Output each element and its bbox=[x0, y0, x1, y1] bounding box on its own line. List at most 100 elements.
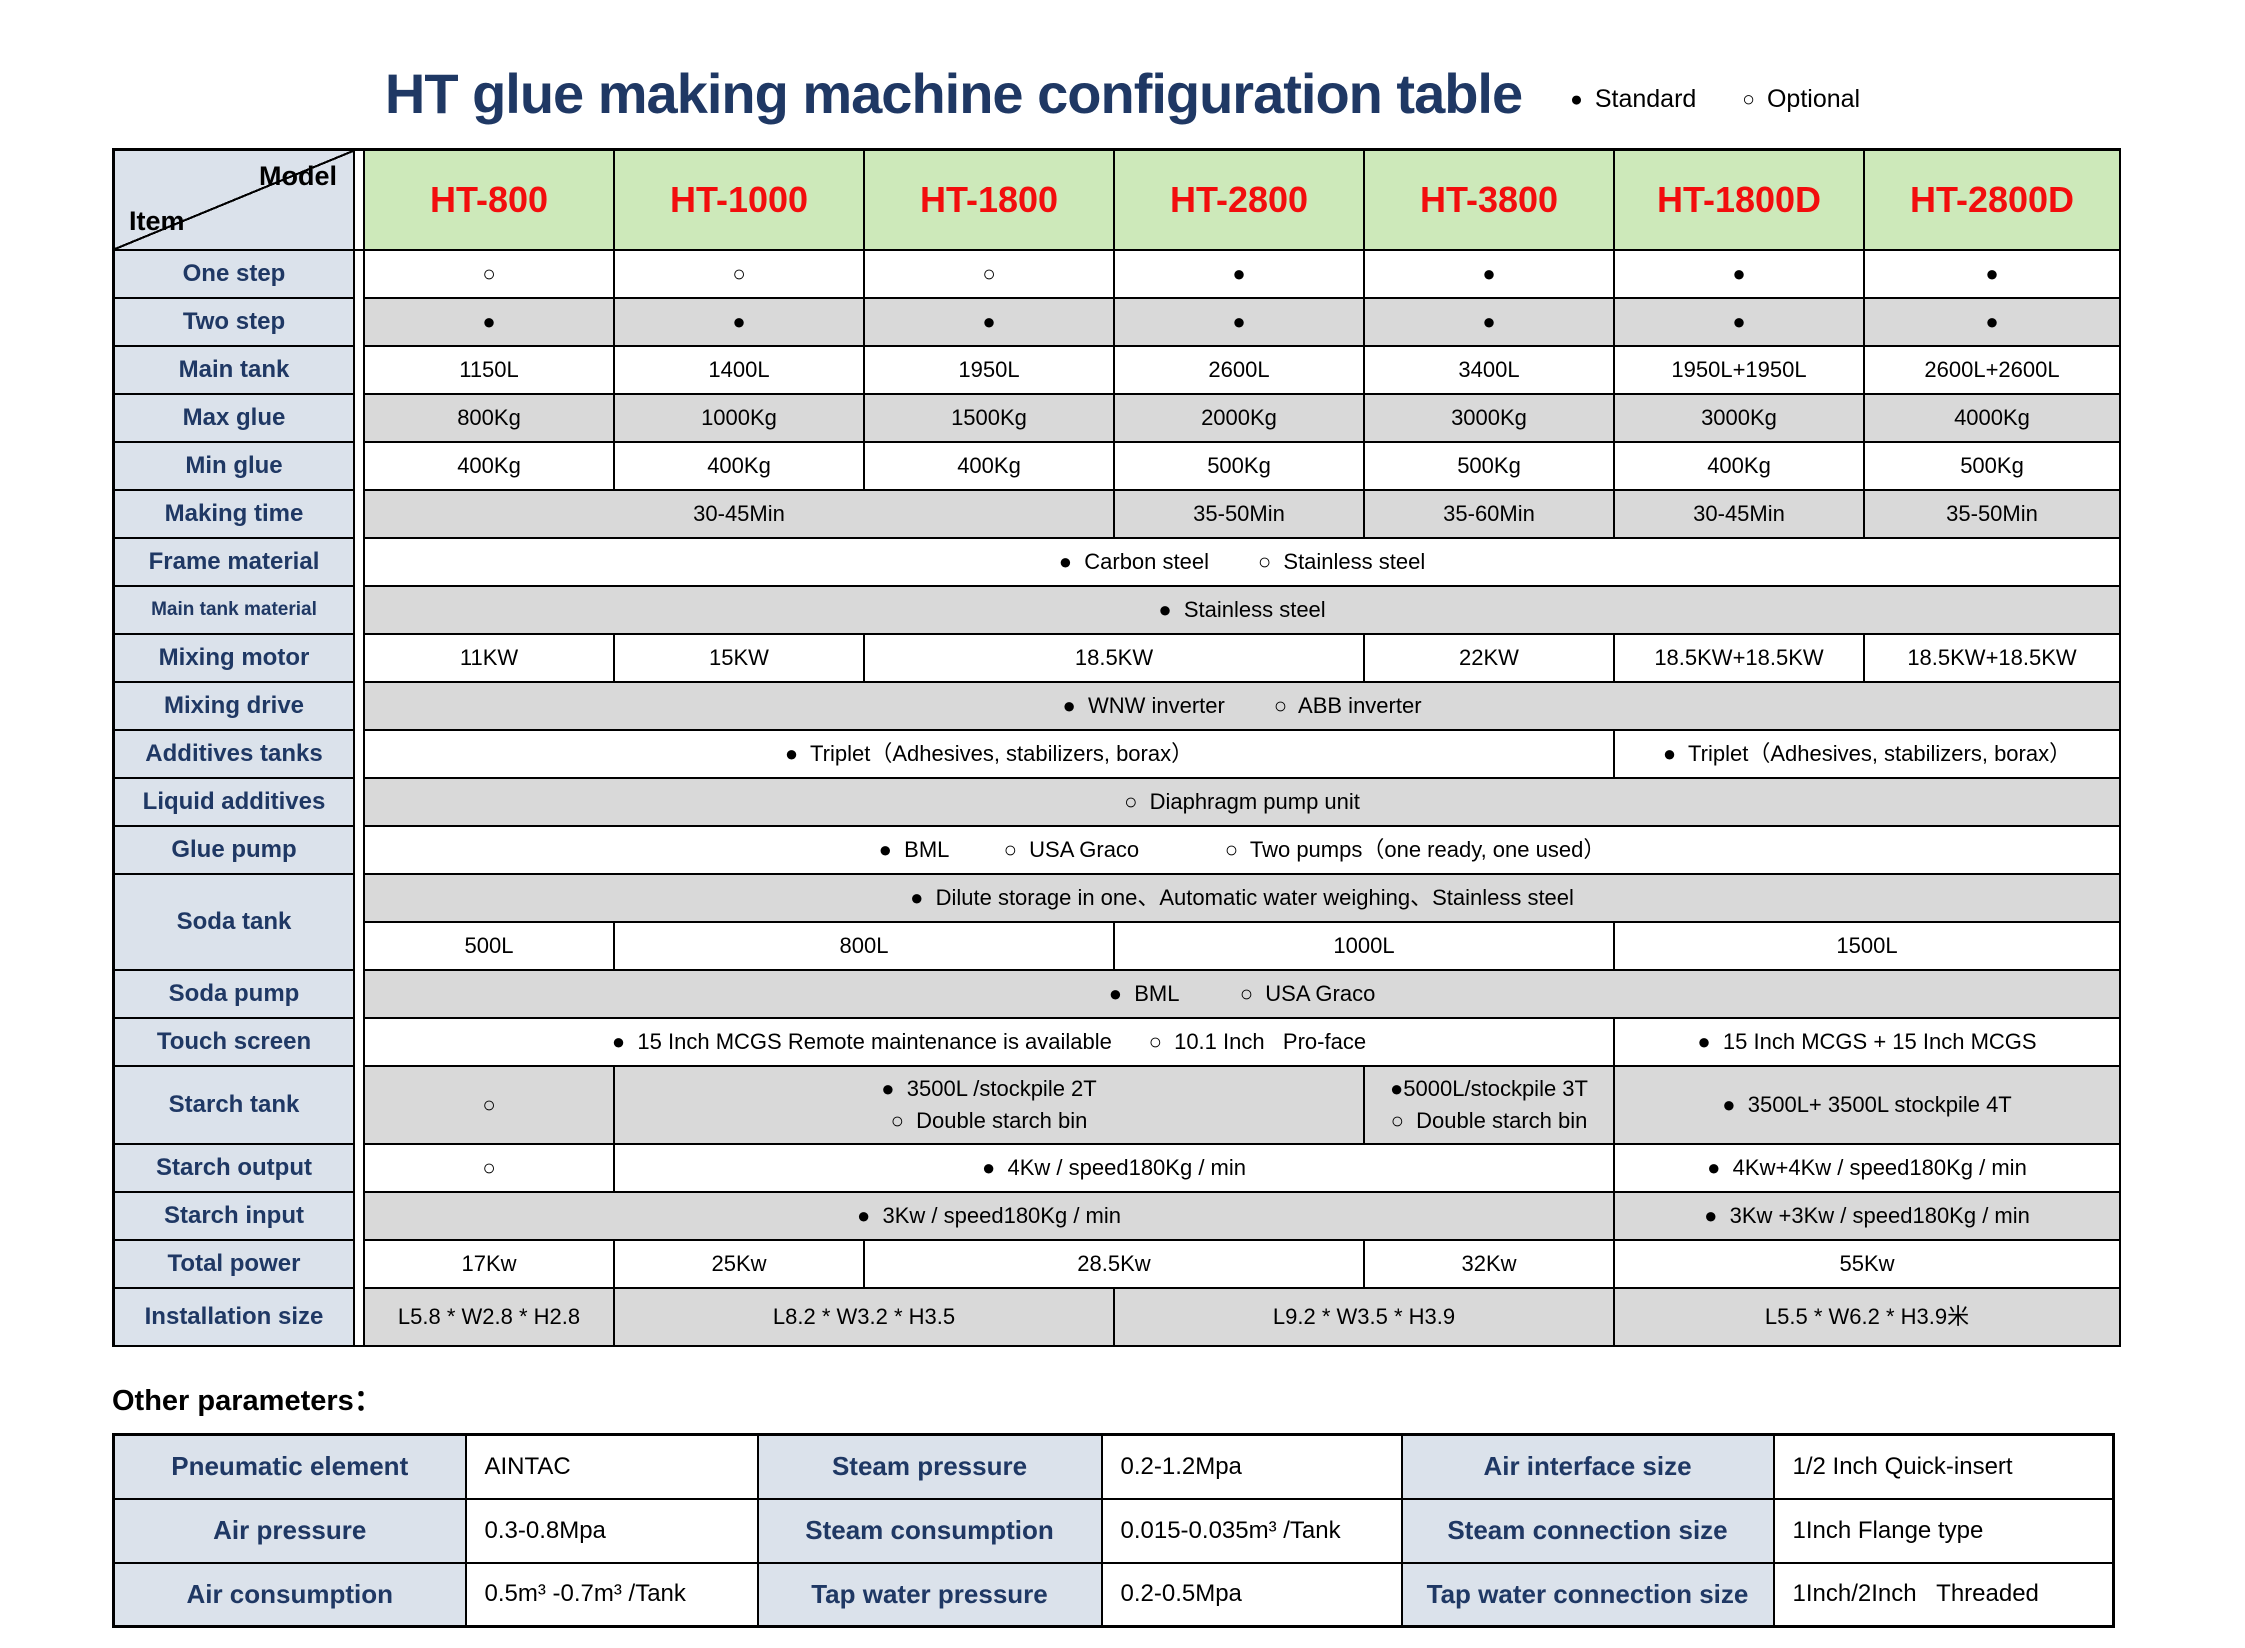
row-label-starch-tank: Starch tank bbox=[115, 1067, 355, 1145]
cell-two-step-1: ● bbox=[615, 299, 865, 347]
cell-min-glue-1: 400Kg bbox=[615, 443, 865, 491]
model-header-ht-1000: HT-1000 bbox=[615, 151, 865, 251]
cell-soda-tank-sizes-3: 1500L bbox=[1615, 923, 2121, 971]
cell-main-tank-3: 2600L bbox=[1115, 347, 1365, 395]
cell-main-tank-6: 2600L+2600L bbox=[1865, 347, 2121, 395]
cell-starch-tank-2: ●5000L/stockpile 3T ○ Double starch bin bbox=[1365, 1067, 1615, 1145]
cell-starch-output-1: ● 4Kw / speed180Kg / min bbox=[615, 1145, 1615, 1193]
cell-additives-tanks-0: ● Triplet（Adhesives, stabilizers, borax） bbox=[365, 731, 1615, 779]
param-label-steam-connection-size: Steam connection size bbox=[1400, 1497, 1775, 1564]
cell-one-step-2: ○ bbox=[865, 251, 1115, 299]
cell-installation-size-2: L9.2 * W3.5 * H3.9 bbox=[1115, 1289, 1615, 1347]
row-main-tank: Main tank 1150L 1400L 1950L 2600L 3400L 1950L+… bbox=[115, 347, 2121, 395]
param-label-air-pressure: Air pressure bbox=[112, 1497, 467, 1564]
cell-one-step-0: ○ bbox=[365, 251, 615, 299]
param-label-steam-pressure: Steam pressure bbox=[756, 1433, 1103, 1500]
cell-two-step-4: ● bbox=[1365, 299, 1615, 347]
cell-two-step-3: ● bbox=[1115, 299, 1365, 347]
cell-installation-size-0: L5.8 * W2.8 * H2.8 bbox=[365, 1289, 615, 1347]
gutter bbox=[355, 443, 365, 491]
row-label-min-glue: Min glue bbox=[115, 443, 355, 491]
row-total-power: Total power 17Kw 25Kw 28.5Kw 32Kw 55Kw bbox=[115, 1241, 2121, 1289]
cell-min-glue-2: 400Kg bbox=[865, 443, 1115, 491]
row-label-making-time: Making time bbox=[115, 491, 355, 539]
cell-mixing-motor-3: 22KW bbox=[1365, 635, 1615, 683]
cell-mixing-motor-4: 18.5KW+18.5KW bbox=[1615, 635, 1865, 683]
param-value-air-consumption: 0.5m³ -0.7m³ /Tank bbox=[464, 1561, 759, 1628]
gutter bbox=[355, 1067, 365, 1145]
row-label-glue-pump: Glue pump bbox=[115, 827, 355, 875]
cell-installation-size-1: L8.2 * W3.2 * H3.5 bbox=[615, 1289, 1115, 1347]
legend-standard: ● Standard bbox=[1570, 85, 1696, 114]
gutter bbox=[355, 971, 365, 1019]
row-label-total-power: Total power bbox=[115, 1241, 355, 1289]
param-value-steam-pressure: 0.2-1.2Mpa bbox=[1100, 1433, 1403, 1500]
cell-total-power-1: 25Kw bbox=[615, 1241, 865, 1289]
cell-installation-size-3: L5.5 * W6.2 * H3.9米 bbox=[1615, 1289, 2121, 1347]
cell-making-time-1: 35-50Min bbox=[1115, 491, 1365, 539]
cell-mixing-motor-2: 18.5KW bbox=[865, 635, 1365, 683]
gutter bbox=[355, 1241, 365, 1289]
gutter bbox=[355, 1289, 365, 1347]
row-label-one-step: One step bbox=[115, 251, 355, 299]
cell-making-time-4: 35-50Min bbox=[1865, 491, 2121, 539]
cell-mixing-motor-5: 18.5KW+18.5KW bbox=[1865, 635, 2121, 683]
row-label-main-tank-material: Main tank material bbox=[115, 587, 355, 635]
legend-optional-label: Optional bbox=[1766, 85, 1861, 113]
row-label-mixing-motor: Mixing motor bbox=[115, 635, 355, 683]
cell-two-step-2: ● bbox=[865, 299, 1115, 347]
row-label-main-tank: Main tank bbox=[115, 347, 355, 395]
cell-liquid-additives-0: ○ Diaphragm pump unit bbox=[365, 779, 2121, 827]
cell-min-glue-3: 500Kg bbox=[1115, 443, 1365, 491]
row-starch-output: Starch output ○ ● 4Kw / speed180Kg / min ● … bbox=[115, 1145, 2121, 1193]
row-frame-material: Frame material ● Carbon steel ○ Stainless… bbox=[115, 539, 2121, 587]
gutter bbox=[355, 151, 365, 251]
cell-additives-tanks-1: ● Triplet（Adhesives, stabilizers, borax） bbox=[1615, 731, 2121, 779]
configuration-table: Model Item HT-800 HT-1000 HT-1800 HT-2800 HT… bbox=[112, 148, 2121, 1347]
gutter bbox=[355, 1145, 365, 1193]
gutter bbox=[355, 347, 365, 395]
cell-two-step-6: ● bbox=[1865, 299, 2121, 347]
gutter bbox=[355, 779, 365, 827]
row-label-starch-input: Starch input bbox=[115, 1193, 355, 1241]
cell-two-step-5: ● bbox=[1615, 299, 1865, 347]
model-header-ht-2800d: HT-2800D bbox=[1865, 151, 2121, 251]
cell-main-tank-1: 1400L bbox=[615, 347, 865, 395]
param-label-steam-consumption: Steam consumption bbox=[756, 1497, 1103, 1564]
row-soda-pump: Soda pump ● BML ○ USA Graco bbox=[115, 971, 2121, 1019]
row-label-starch-output: Starch output bbox=[115, 1145, 355, 1193]
cell-min-glue-0: 400Kg bbox=[365, 443, 615, 491]
model-header-ht-1800: HT-1800 bbox=[865, 151, 1115, 251]
cell-starch-output-2: ● 4Kw+4Kw / speed180Kg / min bbox=[1615, 1145, 2121, 1193]
row-one-step: One step ○ ○ ○ ● ● ● ● bbox=[115, 251, 2121, 299]
cell-mixing-motor-0: 11KW bbox=[365, 635, 615, 683]
row-glue-pump: Glue pump ● BML ○ USA Graco ○ Two pumps（o… bbox=[115, 827, 2121, 875]
cell-total-power-4: 55Kw bbox=[1615, 1241, 2121, 1289]
row-installation-size: Installation size L5.8 * W2.8 * H2.8 L8.2 … bbox=[115, 1289, 2121, 1347]
param-value-air-pressure: 0.3-0.8Mpa bbox=[464, 1497, 759, 1564]
cell-soda-tank-sizes-2: 1000L bbox=[1115, 923, 1615, 971]
cell-glue-pump-0: ● BML ○ USA Graco ○ Two pumps（one ready,… bbox=[365, 827, 2121, 875]
cell-one-step-3: ● bbox=[1115, 251, 1365, 299]
param-label-tap-water-connection-size: Tap water connection size bbox=[1400, 1561, 1775, 1628]
gutter bbox=[355, 395, 365, 443]
gutter bbox=[355, 587, 365, 635]
configuration-table-body: One step ○ ○ ○ ● ● ● ● Two step ● ● ● ● ● ● ● Main tank 1… bbox=[115, 251, 2121, 1347]
cell-main-tank-material-0: ● Stainless steel bbox=[365, 587, 2121, 635]
cell-making-time-0: 30-45Min bbox=[365, 491, 1115, 539]
row-mixing-drive: Mixing drive ● WNW inverter ○ ABB inverte… bbox=[115, 683, 2121, 731]
cell-one-step-6: ● bbox=[1865, 251, 2121, 299]
param-value-steam-connection-size: 1Inch Flange type bbox=[1772, 1497, 2115, 1564]
row-soda-tank: Soda tank ● Dilute storage in one、Automat… bbox=[115, 875, 2121, 971]
model-header-ht-1800d: HT-1800D bbox=[1615, 151, 1865, 251]
param-value-tap-water-pressure: 0.2-0.5Mpa bbox=[1100, 1561, 1403, 1628]
row-label-additives-tanks: Additives tanks bbox=[115, 731, 355, 779]
gutter bbox=[355, 299, 365, 347]
cell-soda-tank-sizes-1: 800L bbox=[615, 923, 1115, 971]
param-label-tap-water-pressure: Tap water pressure bbox=[756, 1561, 1103, 1628]
cell-max-glue-3: 2000Kg bbox=[1115, 395, 1365, 443]
cell-max-glue-4: 3000Kg bbox=[1365, 395, 1615, 443]
row-two-step: Two step ● ● ● ● ● ● ● bbox=[115, 299, 2121, 347]
cell-starch-output-0: ○ bbox=[365, 1145, 615, 1193]
cell-total-power-0: 17Kw bbox=[365, 1241, 615, 1289]
